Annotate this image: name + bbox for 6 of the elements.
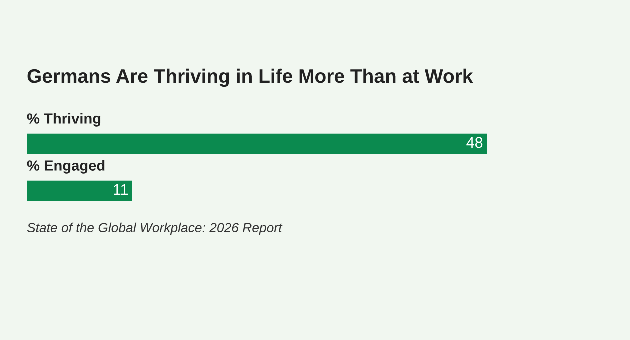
chart-title: Germans Are Thriving in Life More Than at Work — [28, 68, 474, 88]
data-label: 48 — [466, 137, 483, 148]
text: State of the Global Workplace: 2026 Report — [27, 222, 283, 236]
y-tick-label: % Engaged — [27, 160, 105, 174]
data-label: 11 — [114, 184, 128, 195]
y-tick-label: % Thriving — [27, 113, 101, 127]
